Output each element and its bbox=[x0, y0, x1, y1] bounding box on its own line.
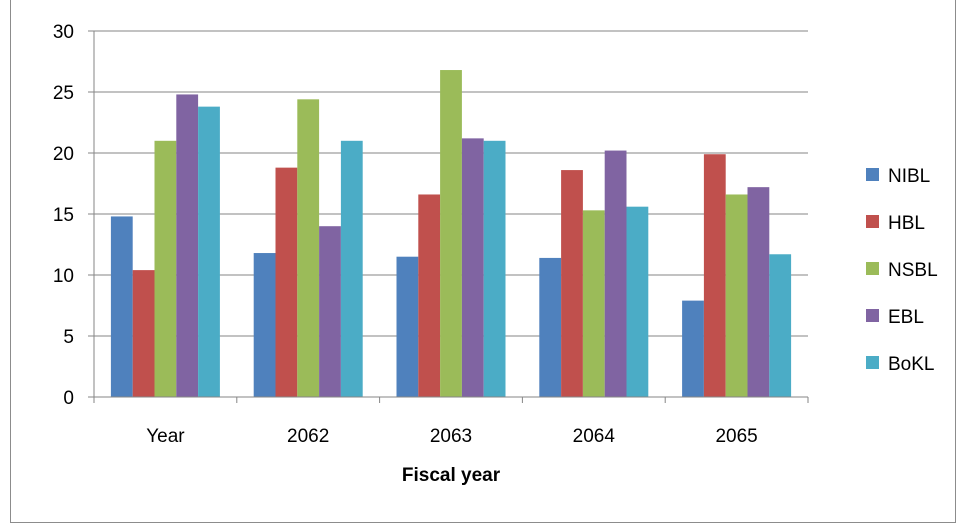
bar-ebl-2064 bbox=[604, 150, 627, 397]
bar-bokl-2062 bbox=[340, 140, 363, 398]
bar-bokl-2064 bbox=[626, 206, 649, 397]
bar-nsbl-2062 bbox=[297, 99, 320, 397]
x-tick-label: 2065 bbox=[715, 426, 757, 447]
bar-ebl-2065 bbox=[747, 187, 770, 397]
bar-ebl-2062 bbox=[319, 226, 341, 397]
bars bbox=[110, 70, 792, 398]
bar-hbl-2064 bbox=[561, 170, 583, 397]
axes bbox=[88, 30, 809, 403]
legend-label-hbl: HBL bbox=[888, 213, 925, 234]
legend-swatch-bokl bbox=[866, 356, 879, 369]
legend-label-bokl: BoKL bbox=[888, 354, 934, 375]
x-tick-label: 2062 bbox=[287, 426, 329, 447]
bar-nsbl-2065 bbox=[725, 194, 748, 397]
legend: NIBL HBL NSBL EBL BoKL bbox=[866, 166, 938, 375]
y-tick-label: 10 bbox=[53, 266, 74, 287]
bar-nibl-2062 bbox=[253, 253, 276, 397]
bar-bokl-2065 bbox=[769, 254, 792, 397]
bar-nibl-2065 bbox=[682, 300, 704, 397]
x-tick-labels: Year 2062 2063 2064 2065 bbox=[146, 426, 758, 447]
y-tick-labels: 0 5 10 15 20 25 30 bbox=[53, 22, 74, 409]
bar-nsbl-2063 bbox=[440, 70, 462, 397]
y-tick-label: 15 bbox=[53, 205, 74, 226]
bar-nibl-2063 bbox=[396, 256, 419, 397]
legend-swatch-hbl bbox=[866, 215, 879, 228]
bar-hbl-2063 bbox=[418, 194, 441, 397]
bar-hbl-2065 bbox=[703, 154, 726, 397]
x-tick-label: 2064 bbox=[573, 426, 616, 447]
x-axis-label: Fiscal year bbox=[402, 465, 501, 486]
legend-label-nibl: NIBL bbox=[888, 166, 930, 187]
x-tick-label: Year bbox=[146, 426, 185, 447]
y-tick-label: 20 bbox=[53, 144, 74, 165]
legend-swatch-nibl bbox=[866, 168, 879, 181]
legend-label-nsbl: NSBL bbox=[888, 260, 938, 281]
y-tick-label: 5 bbox=[63, 327, 74, 348]
bar-bokl-year bbox=[198, 106, 220, 397]
bar-hbl-year bbox=[132, 270, 155, 397]
legend-swatch-nsbl bbox=[866, 262, 879, 275]
y-tick-label: 0 bbox=[63, 388, 74, 409]
bar-nsbl-year bbox=[154, 140, 177, 398]
y-tick-label: 30 bbox=[53, 22, 74, 43]
legend-label-ebl: EBL bbox=[888, 307, 924, 328]
y-tick-label: 25 bbox=[53, 83, 74, 104]
bar-ebl-year bbox=[176, 94, 199, 397]
x-tick-label: 2063 bbox=[430, 426, 472, 447]
bar-nibl-year bbox=[110, 216, 133, 397]
bar-nibl-2064 bbox=[539, 257, 562, 397]
bar-ebl-2063 bbox=[461, 138, 484, 398]
legend-swatch-ebl bbox=[866, 309, 879, 322]
bar-hbl-2062 bbox=[275, 167, 298, 397]
bar-nsbl-2064 bbox=[582, 210, 605, 397]
bar-bokl-2063 bbox=[483, 140, 506, 398]
